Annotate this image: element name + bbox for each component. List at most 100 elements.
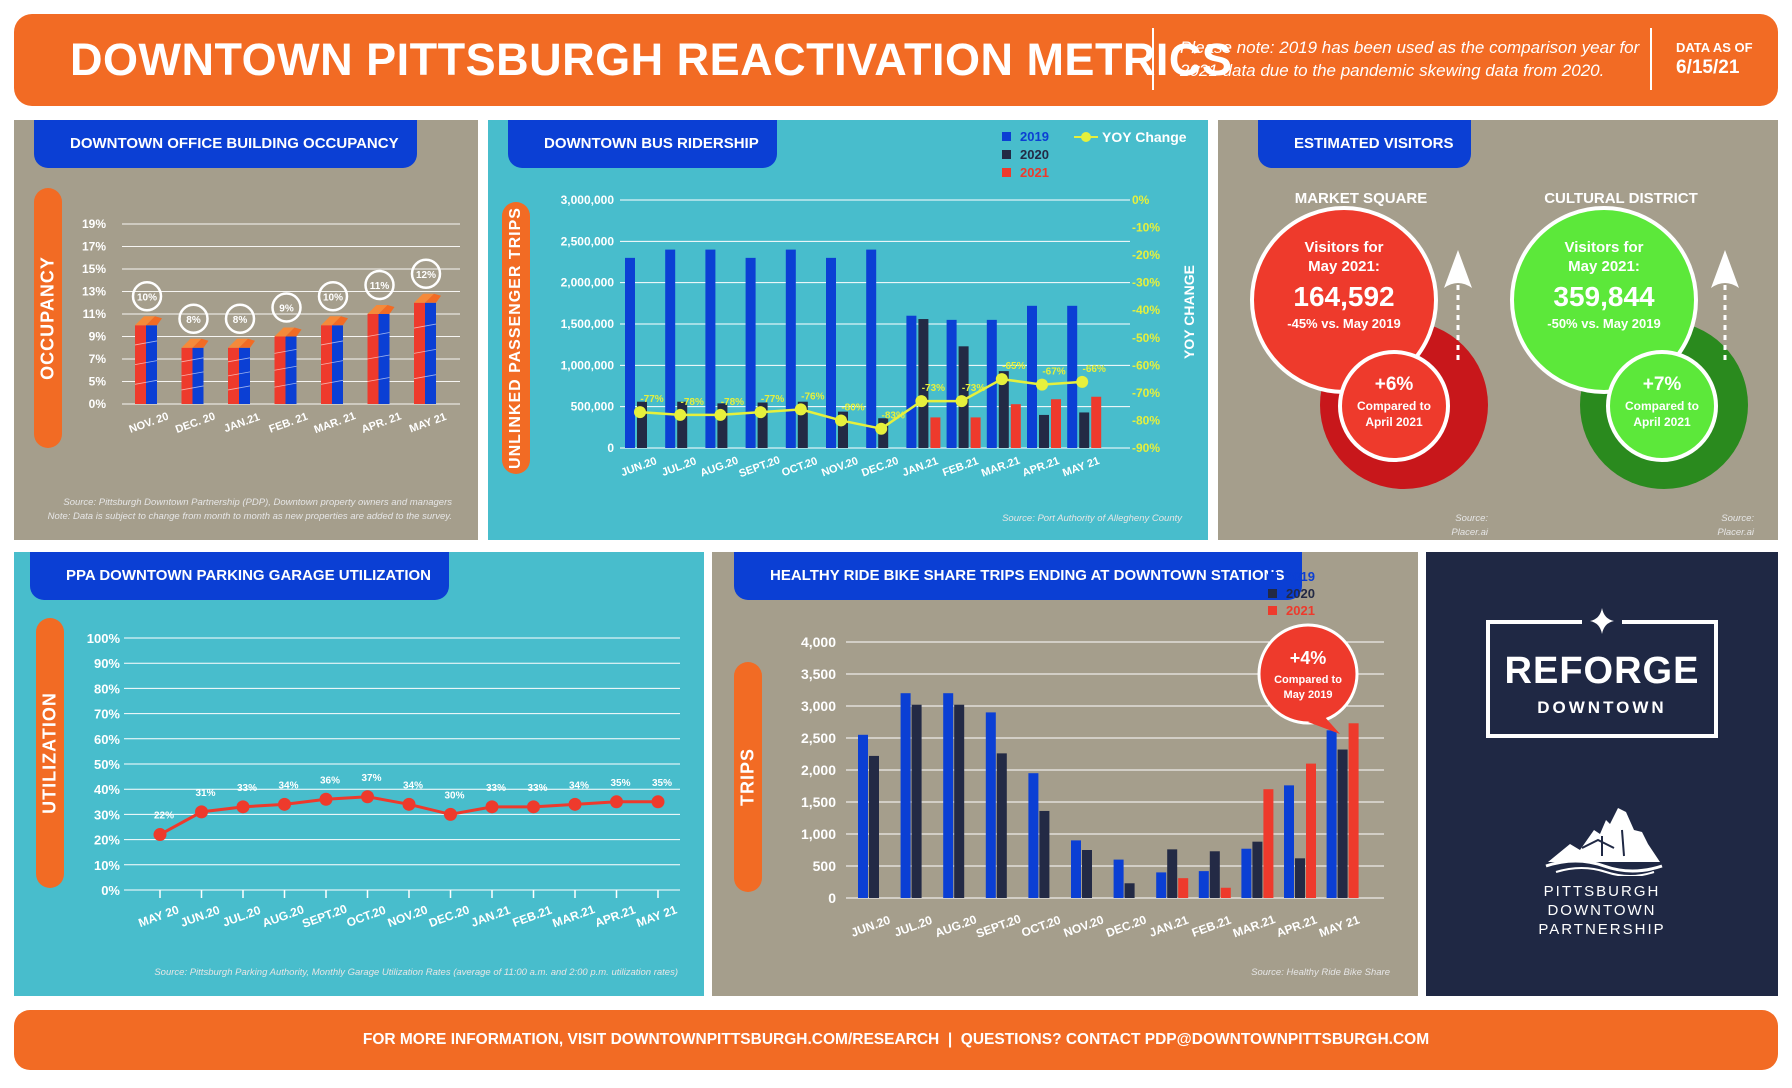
y-tick-label: 70% bbox=[94, 707, 120, 722]
trips-axis-label: TRIPS bbox=[734, 662, 762, 892]
bar-2020 bbox=[911, 704, 922, 898]
utilization-point bbox=[444, 807, 457, 821]
bar-top bbox=[228, 338, 248, 348]
yoy-label: -65% bbox=[1002, 361, 1025, 372]
y2-tick-label: -50% bbox=[1132, 331, 1160, 345]
x-tick-label: FEB. 21 bbox=[267, 411, 309, 436]
bar-segment-line bbox=[367, 354, 390, 360]
market-up-arrow-icon bbox=[1444, 250, 1472, 360]
data-label: 30% bbox=[444, 790, 464, 801]
data-label: 37% bbox=[361, 773, 381, 784]
bar-2021 bbox=[1263, 789, 1274, 898]
y2-tick-label: -60% bbox=[1132, 358, 1160, 372]
x-tick-label: NOV. 20 bbox=[128, 410, 171, 435]
bar-top bbox=[274, 327, 295, 337]
y-tick-label: 50% bbox=[94, 757, 120, 772]
data-label: 11% bbox=[370, 281, 390, 292]
market-compare-line2: April 2021 bbox=[1365, 415, 1423, 429]
bar-side bbox=[146, 325, 157, 404]
yoy-point bbox=[875, 422, 888, 435]
x-tick-label: MAR.21 bbox=[1231, 912, 1277, 940]
bar-2020 bbox=[637, 401, 647, 448]
bar-2019 bbox=[826, 257, 836, 448]
y2-tick-label: -10% bbox=[1132, 221, 1160, 235]
callout-line2: May 2019 bbox=[1284, 689, 1333, 701]
y2-tick-label: -70% bbox=[1132, 386, 1160, 400]
x-tick-label: DEC.20 bbox=[1104, 912, 1149, 940]
office-source: Source: Pittsburgh Downtown Partnership … bbox=[47, 497, 452, 522]
data-label: 34% bbox=[278, 780, 298, 791]
y-tick-label: 4,000 bbox=[801, 634, 836, 650]
bar-front bbox=[181, 347, 193, 404]
yoy-label: -77% bbox=[761, 394, 784, 405]
y-tick-label: 2,000,000 bbox=[561, 276, 615, 290]
legend-swatch bbox=[1002, 132, 1011, 141]
utilization-point bbox=[568, 797, 582, 811]
market-square-name: MARKET SQUARE bbox=[1294, 190, 1428, 207]
yoy-point bbox=[835, 414, 847, 427]
utilization-axis-label: UTILIZATION bbox=[36, 618, 64, 888]
y2-tick-label: -40% bbox=[1132, 303, 1160, 317]
bar-2019 bbox=[900, 693, 911, 898]
market-change-value: +6% bbox=[1375, 374, 1414, 395]
y-tick-label: 5% bbox=[89, 375, 107, 389]
reforge-downtown-logo: REFORGE DOWNTOWN bbox=[1486, 620, 1718, 738]
bar-2019 bbox=[705, 249, 716, 448]
footer-contact-text: FOR MORE INFORMATION, VISIT DOWNTOWNPITT… bbox=[362, 1031, 1430, 1048]
cultural-change-circle bbox=[1606, 350, 1718, 462]
cultural-compare-line1: Compared to bbox=[1625, 399, 1699, 413]
bar-2021 bbox=[1010, 404, 1021, 448]
bar-segment-line bbox=[367, 332, 390, 337]
y-tick-label: 60% bbox=[94, 732, 120, 747]
yoy-label: -83% bbox=[882, 411, 905, 422]
yoy-label: -78% bbox=[681, 397, 704, 408]
x-tick-label: AUG.20 bbox=[260, 902, 306, 930]
bar-segment-line bbox=[367, 377, 390, 382]
legend-yoy-dot bbox=[1081, 132, 1091, 142]
y-tick-label: 10% bbox=[94, 858, 120, 873]
parking-panel-title: PPA DOWNTOWN PARKING GARAGE UTILIZATION bbox=[30, 552, 449, 600]
yoy-point bbox=[995, 373, 1008, 386]
x-tick-label: SEPT.20 bbox=[974, 912, 1023, 941]
data-label-ring bbox=[178, 303, 209, 334]
bar-2020 bbox=[1082, 850, 1092, 898]
y-tick-label: 90% bbox=[94, 656, 120, 671]
market-source: Source: Placer.ai bbox=[1451, 513, 1488, 538]
bar-segment-line bbox=[320, 379, 344, 385]
data-label-ring bbox=[271, 292, 302, 323]
office-occupancy-chart: 0% 5% 7% 9% 11% 13% 15% 17% 19% 10% NOV. 20 8% DEC. … bbox=[82, 217, 460, 436]
data-label: 33% bbox=[527, 783, 547, 794]
page-title: DOWNTOWN PITTSBURGH REACTIVATION METRICS bbox=[70, 34, 1233, 85]
bar-2021 bbox=[970, 417, 981, 448]
comparison-note: Please note: 2019 has been used as the c… bbox=[1180, 38, 1640, 80]
x-tick-label: OCT.20 bbox=[1020, 913, 1063, 940]
header-divider bbox=[1650, 28, 1652, 90]
data-label: 31% bbox=[195, 788, 215, 799]
bar-segment-line bbox=[320, 340, 344, 346]
market-visitors-line1: Visitors for bbox=[1305, 239, 1384, 256]
x-tick-label: NOV.20 bbox=[1062, 912, 1106, 939]
market-change-circle bbox=[1338, 350, 1450, 462]
bar-segment-line bbox=[413, 374, 437, 380]
yoy-point bbox=[915, 395, 928, 408]
yoy-label: -78% bbox=[721, 397, 744, 408]
parking-source: Source: Pittsburgh Parking Authority, Mo… bbox=[154, 967, 678, 978]
x-tick-label: FEB.21 bbox=[1190, 913, 1233, 940]
callout-line1: Compared to bbox=[1274, 674, 1342, 686]
market-compare-line1: Compared to bbox=[1357, 399, 1431, 413]
visitors-graphic: Visitors for May 2021: 164,592 -45% vs. … bbox=[1250, 206, 1748, 489]
bar-side bbox=[239, 347, 250, 404]
y-tick-label: 2,500 bbox=[801, 730, 836, 746]
x-tick-label: JUN.20 bbox=[849, 913, 892, 940]
y-tick-label: 1,000,000 bbox=[561, 358, 615, 372]
data-as-of: DATA AS OF 6/15/21 bbox=[1676, 40, 1766, 79]
y2-tick-label: 0% bbox=[1132, 193, 1150, 207]
bar-front bbox=[274, 336, 286, 404]
bar-2020 bbox=[1167, 849, 1178, 898]
bar-top-side bbox=[425, 293, 441, 303]
yoy-point bbox=[714, 408, 727, 421]
x-tick-label: AUG.20 bbox=[933, 912, 979, 940]
x-tick-label: NOV.20 bbox=[820, 455, 860, 479]
yoy-point bbox=[674, 408, 687, 421]
bar-2020 bbox=[757, 402, 768, 448]
